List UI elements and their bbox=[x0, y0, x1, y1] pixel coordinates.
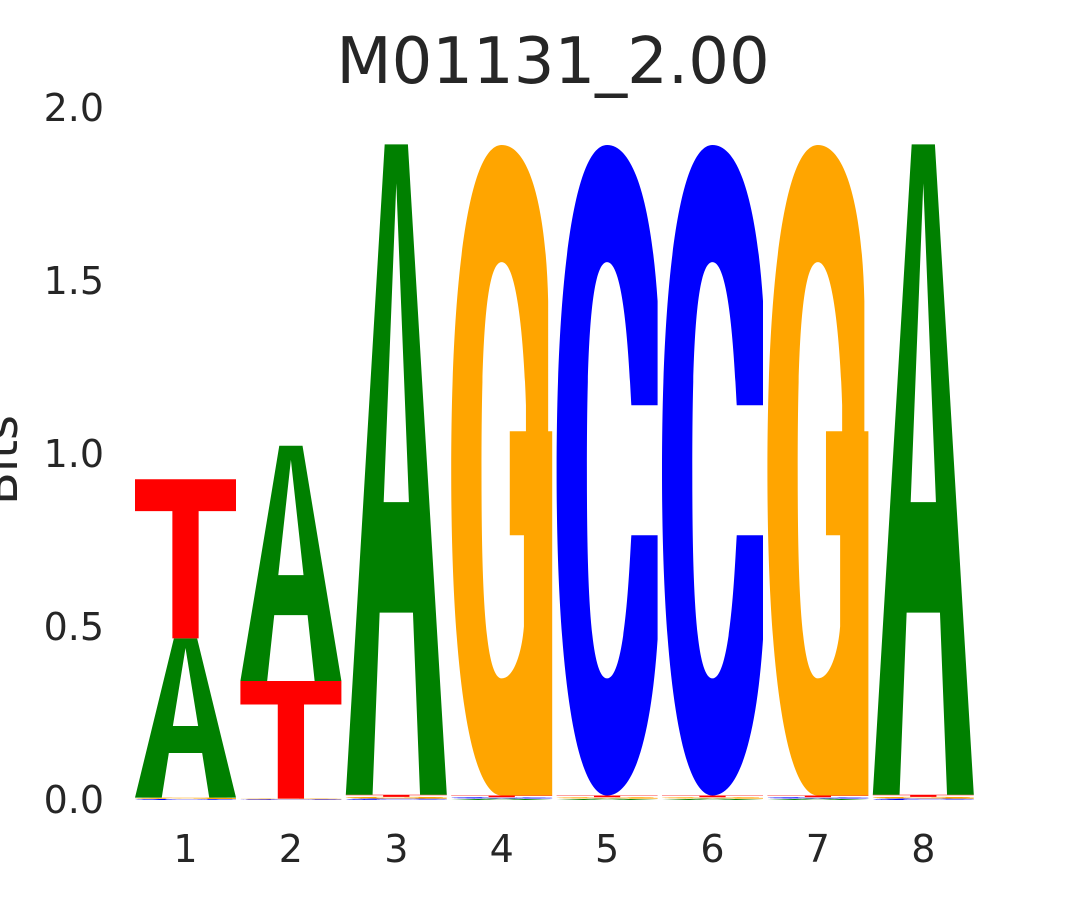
logo-letter-c bbox=[872, 798, 974, 800]
logo-letter-g bbox=[135, 797, 236, 799]
logo-letter-c bbox=[451, 797, 553, 799]
y-tick-label: 0.5 bbox=[44, 605, 104, 649]
logo-letter-g bbox=[240, 798, 342, 800]
logo-letter-c bbox=[240, 799, 342, 800]
x-tick-label: 3 bbox=[384, 827, 408, 871]
logo-letter-a bbox=[872, 144, 974, 795]
y-tick-label: 1.5 bbox=[44, 259, 104, 303]
logo-letter-g bbox=[662, 797, 763, 799]
logo-letter-g bbox=[451, 145, 553, 796]
logo-letter-t bbox=[872, 794, 974, 797]
logo-letter-c bbox=[135, 798, 236, 800]
y-tick-label: 2.0 bbox=[44, 86, 104, 130]
logo-letter-a bbox=[662, 798, 763, 800]
x-tick-label: 4 bbox=[490, 827, 514, 871]
x-axis-ticks: 1 2 3 4 5 6 7 8 bbox=[173, 827, 935, 871]
logo-letter-c bbox=[345, 798, 447, 800]
logo-letter-g bbox=[767, 145, 869, 796]
logo-letter-c bbox=[662, 145, 763, 796]
logo-letter-a bbox=[767, 798, 869, 800]
logo-letter-a bbox=[556, 798, 658, 800]
chart-title: M01131_2.00 bbox=[336, 25, 769, 99]
x-tick-label: 7 bbox=[806, 827, 830, 871]
logo-letter-t bbox=[767, 795, 869, 798]
y-tick-label: 0.0 bbox=[44, 778, 104, 822]
logo-letter-t bbox=[240, 680, 342, 799]
logo-letter-t bbox=[451, 795, 553, 798]
logo-letter-a bbox=[240, 445, 342, 681]
logo-letter-t bbox=[556, 795, 658, 798]
y-tick-label: 1.0 bbox=[44, 432, 104, 476]
logo-letter-g bbox=[556, 797, 658, 799]
logo-letter-g bbox=[345, 796, 447, 799]
y-axis-label: Bits bbox=[0, 415, 29, 505]
logo-letter-g bbox=[872, 796, 974, 799]
x-tick-label: 2 bbox=[279, 827, 303, 871]
x-tick-label: 8 bbox=[911, 827, 935, 871]
x-tick-label: 5 bbox=[595, 827, 619, 871]
y-axis-ticks: 0.0 0.5 1.0 1.5 2.0 bbox=[44, 86, 104, 822]
logo-letter-a bbox=[345, 144, 447, 795]
x-tick-label: 1 bbox=[173, 827, 197, 871]
logo-letter-a bbox=[135, 638, 236, 798]
logo-letter-c bbox=[767, 797, 869, 799]
logo-letter-t bbox=[662, 795, 763, 798]
x-tick-label: 6 bbox=[700, 827, 724, 871]
letter-stacks bbox=[135, 144, 974, 800]
logo-letter-a bbox=[451, 798, 553, 800]
logo-letter-t bbox=[345, 794, 447, 797]
logo-letter-t bbox=[135, 479, 236, 639]
logo-letter-c bbox=[556, 145, 658, 796]
